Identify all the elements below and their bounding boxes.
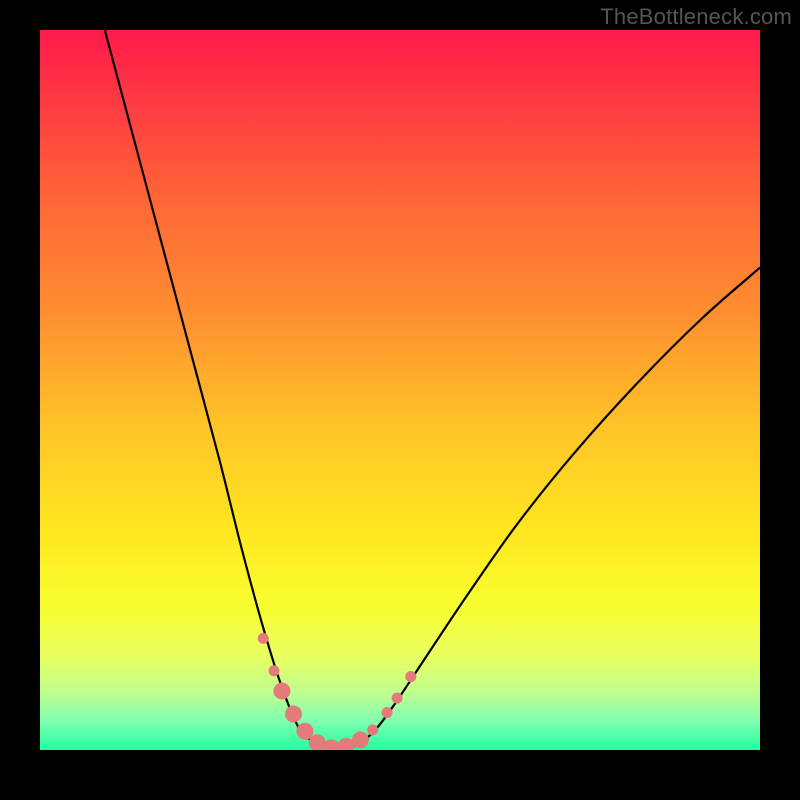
data-marker [269, 665, 280, 676]
plot-area [40, 30, 760, 750]
data-marker [323, 739, 340, 750]
data-marker [405, 671, 416, 682]
data-marker [285, 706, 302, 723]
data-marker [367, 724, 378, 735]
watermark-text: TheBottleneck.com [600, 4, 792, 30]
bottleneck-curve [105, 30, 760, 750]
data-marker [352, 731, 369, 748]
data-marker [258, 633, 269, 644]
data-marker [392, 693, 403, 704]
curve-layer [40, 30, 760, 750]
data-marker [273, 682, 290, 699]
marker-group [258, 633, 417, 750]
data-marker [382, 707, 393, 718]
